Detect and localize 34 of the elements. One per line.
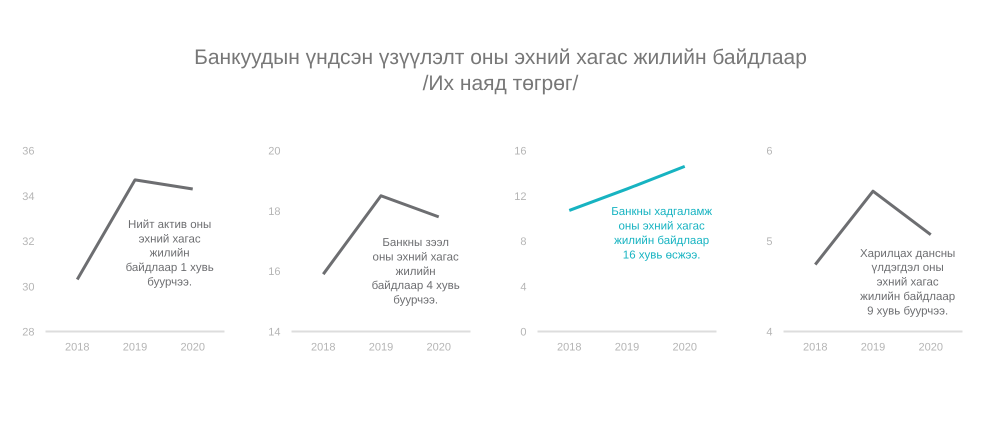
x-tick-label: 2020 xyxy=(426,342,451,354)
annotation: Нийт актив оны эхний хагас жилийн байдлаар 1 хувь буурчээ. xyxy=(126,218,214,288)
y-tick-label: 16 xyxy=(514,146,527,158)
x-tick-label: 2018 xyxy=(65,342,90,354)
y-tick-label: 18 xyxy=(268,206,281,218)
y-tick-label: 5 xyxy=(766,236,773,248)
y-tick-label: 30 xyxy=(22,281,35,294)
y-tick-label: 4 xyxy=(520,281,527,294)
y-tick-label: 34 xyxy=(22,190,35,203)
x-tick-label: 2018 xyxy=(311,342,336,354)
x-tick-label: 2018 xyxy=(803,342,828,354)
text: Банкуудын үндсэн үзүүлэлт оны эхний хагас жилийн байдлаар /Их наяд төгрөг/ xyxy=(194,45,807,98)
y-tick-label: 14 xyxy=(268,326,281,338)
x-tick-label: 2019 xyxy=(860,342,886,354)
y-tick-label: 20 xyxy=(268,146,281,158)
y-tick-label: 0 xyxy=(520,326,527,338)
x-tick-label: 2019 xyxy=(368,342,394,354)
x-tick-label: 2018 xyxy=(557,342,582,354)
y-tick-label: 12 xyxy=(514,190,527,203)
x-tick-label: 2020 xyxy=(918,342,943,354)
y-tick-label: 16 xyxy=(268,266,281,278)
x-tick-label: 2019 xyxy=(122,342,148,354)
y-tick-label: 28 xyxy=(22,326,35,338)
annotation: Харилцах дансны үлдэгдэл оны эхний хагас жилийн байдлаар 9 хувь буурчээ. xyxy=(860,248,956,318)
y-tick-label: 8 xyxy=(520,236,527,248)
x-tick-label: 2020 xyxy=(180,342,205,354)
y-tick-label: 6 xyxy=(766,146,773,158)
x-tick-label: 2019 xyxy=(614,342,640,354)
y-tick-label: 36 xyxy=(22,146,35,158)
x-tick-label: 2020 xyxy=(672,342,697,354)
annotation: Банкны зээл оны эхний хагас жилийн байдлаар 4 хувь буурчээ. xyxy=(372,236,460,307)
y-tick-label: 32 xyxy=(22,236,35,248)
annotation: Банкны хадгаламж оны эхний хагас жилийн байдлаар 16 хувь өсжээ. xyxy=(611,206,712,262)
y-tick-label: 4 xyxy=(766,326,773,338)
